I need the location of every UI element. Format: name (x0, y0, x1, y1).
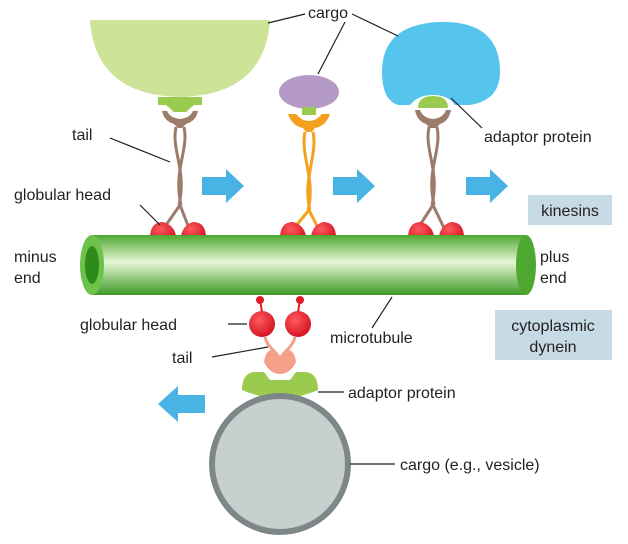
cargo-purple-blob (279, 75, 339, 109)
label-adaptor-protein-top: adaptor protein (484, 129, 592, 146)
cargo-green-hemisphere (90, 20, 270, 97)
label-adaptor-protein-bottom: adaptor protein (348, 385, 456, 402)
dynein-adaptor (242, 372, 318, 398)
dynein-head-right (285, 311, 311, 337)
label-minus-end-1: minus (14, 249, 57, 266)
cytoplasmic-dynein (242, 296, 318, 398)
kinesins-box (528, 195, 612, 225)
dynein-head-left (249, 311, 275, 337)
label-cargo-vesicle: cargo (e.g., vesicle) (400, 457, 540, 474)
arrow-right-1 (202, 169, 244, 203)
label-plus-end-1: plus (540, 249, 569, 266)
cargo-vesicle (209, 393, 351, 535)
label-minus-end-2: end (14, 270, 41, 287)
arrow-right-2 (333, 169, 375, 203)
label-globular-head-bottom: globular head (80, 317, 177, 334)
label-kinesins: kinesins (541, 203, 599, 220)
kinesin-motor-1 (150, 97, 206, 243)
kinesin-motor-2 (280, 107, 336, 243)
label-tail-bottom: tail (172, 350, 192, 367)
arrow-left-dynein (158, 386, 205, 422)
label-cytoplasmic-2: dynein (529, 339, 576, 356)
cytoplasmic-dynein-box (495, 310, 612, 360)
cargo-blue-blob (382, 21, 500, 105)
label-cytoplasmic-1: cytoplasmic (511, 318, 595, 335)
microtubule (80, 235, 536, 295)
arrow-right-3 (466, 169, 508, 203)
label-cargo-top: cargo (308, 5, 348, 22)
label-plus-end-2: end (540, 270, 567, 287)
kinesin-motor-3 (408, 96, 464, 243)
label-globular-head-top: globular head (14, 187, 111, 204)
label-tail-top: tail (72, 127, 92, 144)
label-microtubule: microtubule (330, 330, 413, 347)
